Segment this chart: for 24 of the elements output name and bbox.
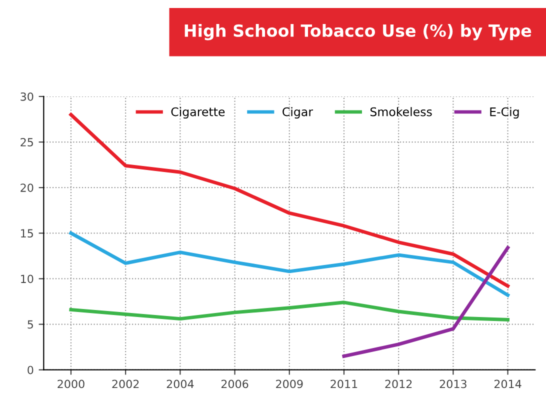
y-tick-label: 25: [20, 138, 33, 146]
x-tick-label: 2004: [166, 380, 194, 388]
y-tick-label: 20: [20, 184, 34, 192]
line-series: [342, 246, 510, 358]
x-tick-label: 2013: [440, 380, 466, 388]
y-tick-label: 10: [21, 274, 34, 284]
line-series: [69, 231, 510, 297]
x-tick-label: 2006: [221, 380, 248, 388]
y-tick-label: 30: [20, 92, 34, 101]
x-tick-label: 2009: [276, 380, 303, 388]
x-tick-label: 2002: [112, 380, 139, 388]
y-tick-label: 5: [28, 320, 33, 329]
y-tick-label: 0: [28, 366, 34, 374]
y-tick-label: 15: [21, 229, 33, 238]
legend-label: E-Cig: [490, 107, 519, 119]
chart-title: High School Tobacco Use (%) by Type: [184, 24, 532, 40]
x-tick-label: 2014: [494, 380, 522, 388]
line-series: [69, 300, 510, 322]
x-tick-label: 2011: [330, 380, 358, 388]
x-tick-label: 2012: [385, 380, 412, 388]
x-tick-label: 2000: [58, 380, 84, 388]
legend-label: Cigar: [282, 107, 314, 119]
legend-label: Smokeless: [370, 107, 432, 116]
legend-label: Cigarette: [171, 107, 225, 119]
